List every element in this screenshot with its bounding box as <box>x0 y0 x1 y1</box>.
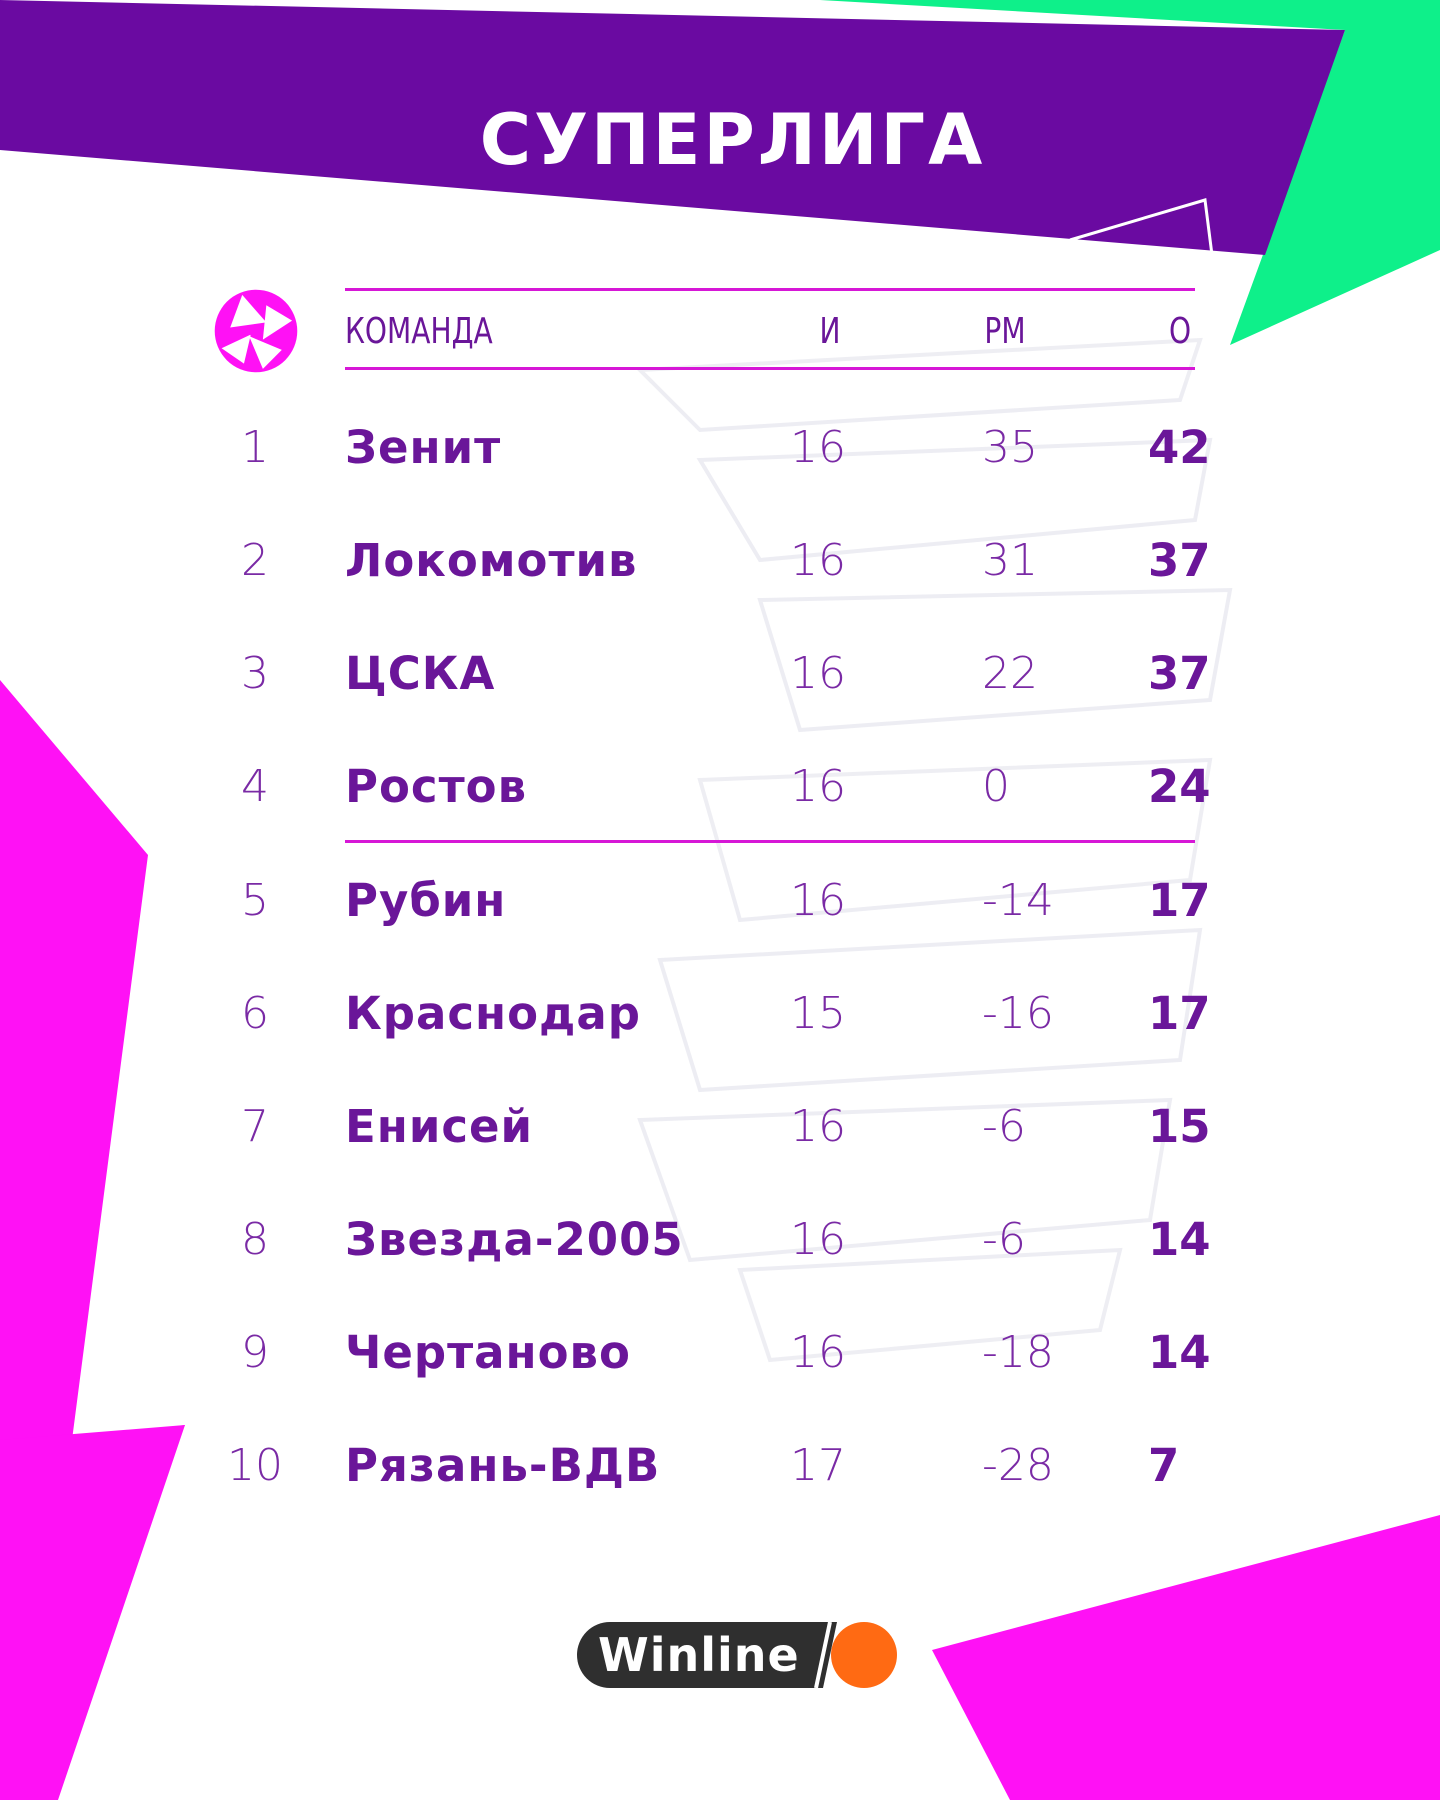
table-row: 2 Локомотив 16 31 37 <box>0 526 1440 596</box>
header-goal-diff: РМ <box>984 311 1026 352</box>
magenta-left-bottom <box>0 1425 185 1800</box>
goal-difference: -28 <box>982 1440 1054 1491</box>
goal-difference: -6 <box>982 1101 1026 1152</box>
goal-difference: -18 <box>982 1327 1054 1378</box>
table-row: 5 Рубин 16 -14 17 <box>0 866 1440 936</box>
points: 15 <box>1148 1100 1211 1153</box>
table-row: 3 ЦСКА 16 22 37 <box>0 639 1440 709</box>
team-name: Звезда-2005 <box>345 1213 684 1266</box>
header-games: И <box>819 311 841 352</box>
points: 17 <box>1148 987 1211 1040</box>
table-row: 4 Ростов 16 0 24 <box>0 752 1440 822</box>
goal-difference: 22 <box>982 648 1038 699</box>
page-title: СУПЕРЛИГА <box>479 99 986 181</box>
zone-separator-line <box>345 840 1195 843</box>
goal-difference: 0 <box>982 761 1010 812</box>
goal-difference: -6 <box>982 1214 1026 1265</box>
points: 14 <box>1148 1326 1211 1379</box>
position: 2 <box>241 535 269 586</box>
points: 14 <box>1148 1213 1211 1266</box>
games-played: 17 <box>790 1440 846 1491</box>
header-team: КОМАНДА <box>345 311 493 352</box>
position: 10 <box>227 1440 283 1491</box>
banner-outline <box>1069 198 1214 256</box>
league-logo-icon <box>214 289 298 373</box>
team-name: ЦСКА <box>345 647 496 700</box>
position: 5 <box>241 875 269 926</box>
team-name: Зенит <box>345 421 502 474</box>
position: 8 <box>241 1214 269 1265</box>
position: 3 <box>241 648 269 699</box>
points: 42 <box>1148 421 1211 474</box>
points: 37 <box>1148 647 1211 700</box>
games-played: 16 <box>790 1101 846 1152</box>
games-played: 16 <box>790 1327 846 1378</box>
table-row: 7 Енисей 16 -6 15 <box>0 1092 1440 1162</box>
position: 4 <box>241 761 269 812</box>
goal-difference: -16 <box>982 988 1054 1039</box>
purple-banner-shape <box>0 0 1345 255</box>
header-bottom-line <box>345 367 1195 370</box>
games-played: 16 <box>790 535 846 586</box>
table-row: 6 Краснодар 15 -16 17 <box>0 979 1440 1049</box>
goal-difference: 35 <box>982 422 1038 473</box>
team-name: Рязань-ВДВ <box>345 1439 661 1492</box>
goal-difference: -14 <box>982 875 1054 926</box>
points: 7 <box>1148 1439 1180 1492</box>
position: 7 <box>241 1101 269 1152</box>
team-name: Краснодар <box>345 987 641 1040</box>
position: 1 <box>241 422 269 473</box>
table-row: 8 Звезда-2005 16 -6 14 <box>0 1205 1440 1275</box>
green-corner-shape <box>820 0 1440 345</box>
games-played: 16 <box>790 1214 846 1265</box>
header-top-line <box>345 288 1195 291</box>
table-row: 9 Чертаново 16 -18 14 <box>0 1318 1440 1388</box>
games-played: 16 <box>790 422 846 473</box>
points: 37 <box>1148 534 1211 587</box>
winline-logo <box>577 1621 897 1689</box>
goal-difference: 31 <box>982 535 1038 586</box>
points: 24 <box>1148 760 1211 813</box>
team-name: Локомотив <box>345 534 638 587</box>
position: 6 <box>241 988 269 1039</box>
magenta-bottom-right-shape <box>932 1515 1440 1800</box>
position: 9 <box>241 1327 269 1378</box>
table-row: 10 Рязань-ВДВ 17 -28 7 <box>0 1431 1440 1501</box>
team-name: Енисей <box>345 1100 534 1153</box>
games-played: 16 <box>790 648 846 699</box>
sponsor-name: Winline <box>598 1628 800 1682</box>
table-row: 1 Зенит 16 35 42 <box>0 413 1440 483</box>
watermark-shapes <box>635 337 1233 1363</box>
header-points: О <box>1168 311 1192 352</box>
games-played: 16 <box>790 875 846 926</box>
games-played: 15 <box>790 988 846 1039</box>
team-name: Рубин <box>345 874 507 927</box>
team-name: Чертаново <box>345 1326 631 1379</box>
games-played: 16 <box>790 761 846 812</box>
points: 17 <box>1148 874 1211 927</box>
team-name: Ростов <box>345 760 528 813</box>
